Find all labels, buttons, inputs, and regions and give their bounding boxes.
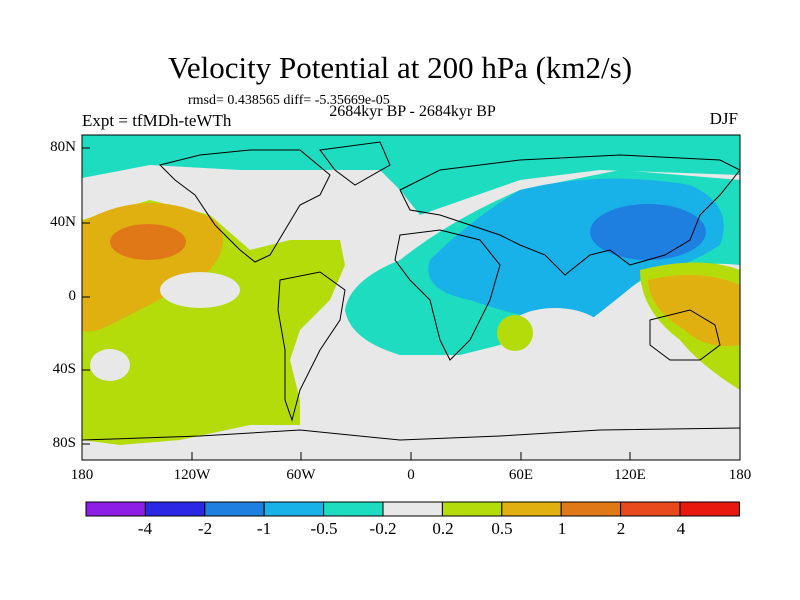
colorbar-label: 2 xyxy=(616,519,626,538)
colorbar-swatch xyxy=(144,501,206,517)
coast-eurasia xyxy=(399,154,740,276)
period-label: 2684kyr BP - 2684kyr BP xyxy=(329,103,496,120)
colorbar-label: -4 xyxy=(137,519,153,538)
colorbar-label: 4 xyxy=(676,519,686,538)
coast-greenland xyxy=(319,141,391,186)
ylabel-80s: 80S xyxy=(52,435,76,451)
colorbar-label: -0.2 xyxy=(369,519,397,538)
colorbar-label: -0.5 xyxy=(310,519,338,538)
coast-north-america xyxy=(159,149,331,263)
colorbar-swatch xyxy=(501,501,562,517)
field-asia-min xyxy=(590,204,706,260)
xlabel-120e: 120E xyxy=(614,467,646,483)
colorbar-label: -2 xyxy=(197,519,213,538)
season-label: DJF xyxy=(709,109,738,128)
xlabel-180w: 180 xyxy=(70,467,94,483)
coast-antarctica xyxy=(82,427,740,441)
ylabel-80n: 80N xyxy=(50,139,76,155)
colorbar xyxy=(85,501,740,517)
colorbar-label: 1 xyxy=(557,519,567,538)
field-hole-1 xyxy=(160,272,240,308)
xlabel-120w: 120W xyxy=(173,467,211,483)
colorbar-label: 0.5 xyxy=(491,519,513,538)
colorbar-swatch xyxy=(382,501,443,517)
colorbar-swatch xyxy=(85,501,146,517)
coastlines xyxy=(82,141,740,441)
xlabel-60w: 60W xyxy=(286,467,316,483)
ylabel-40n: 40N xyxy=(50,214,76,230)
colorbar-swatch xyxy=(204,501,265,517)
colorbar-swatch xyxy=(679,501,740,517)
field-hole-2 xyxy=(90,349,130,381)
colorbar-swatch xyxy=(560,501,622,517)
coast-africa xyxy=(394,229,501,361)
plot-title: Velocity Potential at 200 hPa (km2/s) xyxy=(167,50,633,85)
colorbar-swatch xyxy=(441,501,503,517)
field-africa-positive xyxy=(497,315,533,351)
field-pacific-max xyxy=(110,224,186,260)
axis-ticks xyxy=(81,147,741,460)
coast-south-america xyxy=(277,271,346,422)
coast-australia xyxy=(649,309,721,361)
field-north-negative xyxy=(82,135,740,215)
colorbar-swatch xyxy=(263,501,325,517)
ylabel-0: 0 xyxy=(68,288,77,304)
ylabel-40s: 40S xyxy=(52,361,76,377)
velocity-potential-field xyxy=(82,135,740,460)
xlabel-180e: 180 xyxy=(728,467,752,483)
colorbar-label: 0.2 xyxy=(432,519,454,538)
field-australia-orange xyxy=(648,275,740,346)
colorbar-label: -1 xyxy=(256,519,272,538)
xlabel-60e: 60E xyxy=(508,467,534,483)
colorbar-swatch xyxy=(620,501,681,517)
xlabel-0: 0 xyxy=(407,467,415,483)
experiment-label: Expt = tfMDh-teWTh xyxy=(82,111,232,130)
stats-label: rmsd= 0.438565 diff= -5.35669e-05 xyxy=(188,93,390,108)
colorbar-swatch xyxy=(323,501,384,517)
